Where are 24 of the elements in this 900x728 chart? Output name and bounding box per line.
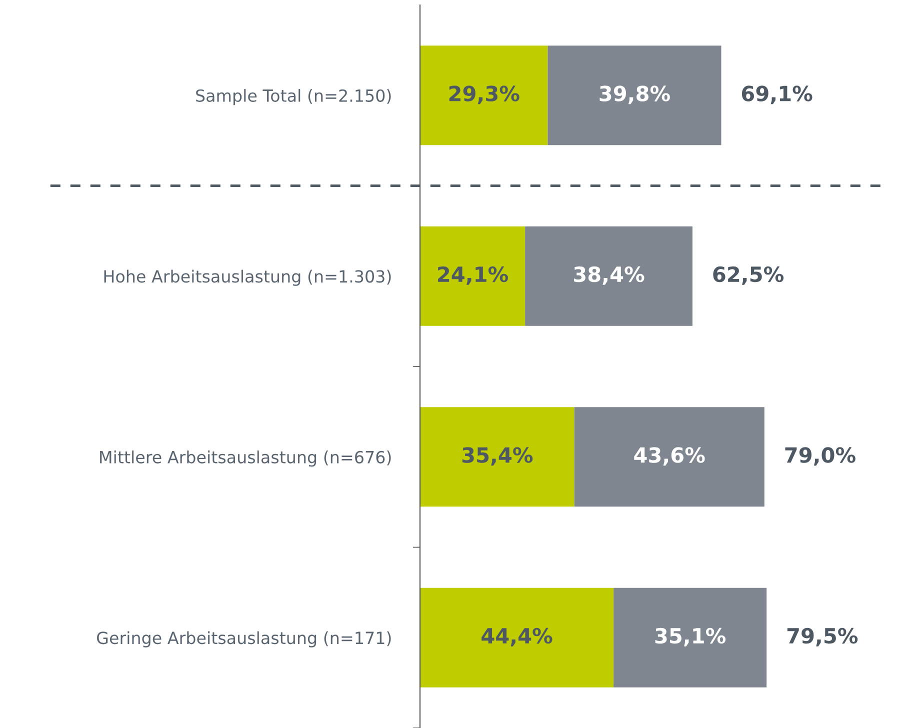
- data-label: 43,6%: [634, 447, 705, 466]
- total-label: 79,5%: [787, 628, 858, 646]
- bar: [548, 46, 722, 146]
- total-label: 79,0%: [785, 447, 856, 466]
- bar: [420, 226, 526, 326]
- data-label: 39,8%: [600, 86, 670, 104]
- total-label: 69,1%: [742, 86, 812, 104]
- data-label: 38,4%: [574, 266, 644, 285]
- y-tick-label: Sample Total (n=2.150): [196, 89, 391, 106]
- data-label: 29,3%: [449, 86, 520, 104]
- data-label: 24,1%: [438, 266, 508, 285]
- data-label: 35,4%: [462, 447, 533, 466]
- bar: [614, 588, 767, 688]
- data-label: 35,1%: [655, 628, 726, 646]
- bar: [574, 407, 764, 507]
- bar: [525, 226, 692, 326]
- total-label: 62,5%: [713, 266, 784, 285]
- bar: [420, 407, 574, 507]
- data-label: 44,4%: [482, 628, 552, 646]
- y-tick-label: Hohe Arbeitsauslastung (n=1.303): [104, 270, 391, 286]
- y-tick-label: Geringe Arbeitsauslastung (n=171): [97, 631, 391, 648]
- y-tick-label: Mittlere Arbeitsauslastung (n=676): [100, 450, 391, 467]
- bar: [420, 588, 614, 688]
- bar: [420, 46, 548, 146]
